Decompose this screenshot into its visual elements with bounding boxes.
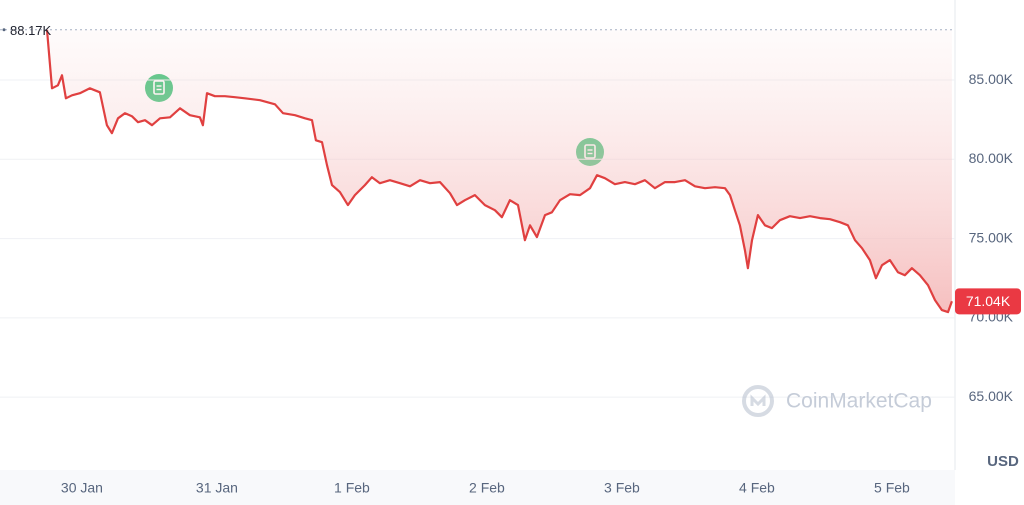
watermark-logo xyxy=(742,385,774,417)
x-tick-label: 5 Feb xyxy=(874,480,910,496)
watermark: CoinMarketCap xyxy=(786,390,932,413)
area xyxy=(46,29,952,313)
x-tick-label: 4 Feb xyxy=(739,480,775,496)
x-tick-label: 3 Feb xyxy=(604,480,640,496)
y-axis-label: USD xyxy=(987,453,1019,470)
max-dot xyxy=(2,28,6,32)
x-tick-label: 31 Jan xyxy=(196,480,238,496)
x-tick-label: 30 Jan xyxy=(61,480,103,496)
y-tick-label: 75.00K xyxy=(969,229,1014,245)
max-label: 88.17K xyxy=(10,23,52,38)
x-tick-label: 2 Feb xyxy=(469,480,505,496)
y-tick-label: 80.00K xyxy=(969,150,1014,166)
x-axis-band xyxy=(0,470,955,505)
last-price-label: 71.04K xyxy=(966,293,1011,309)
price-line xyxy=(45,29,953,314)
x-tick-label: 1 Feb xyxy=(334,480,370,496)
y-tick-label: 85.00K xyxy=(969,71,1014,87)
y-tick-label: 65.00K xyxy=(969,388,1014,404)
last-price-badge xyxy=(955,288,1021,315)
